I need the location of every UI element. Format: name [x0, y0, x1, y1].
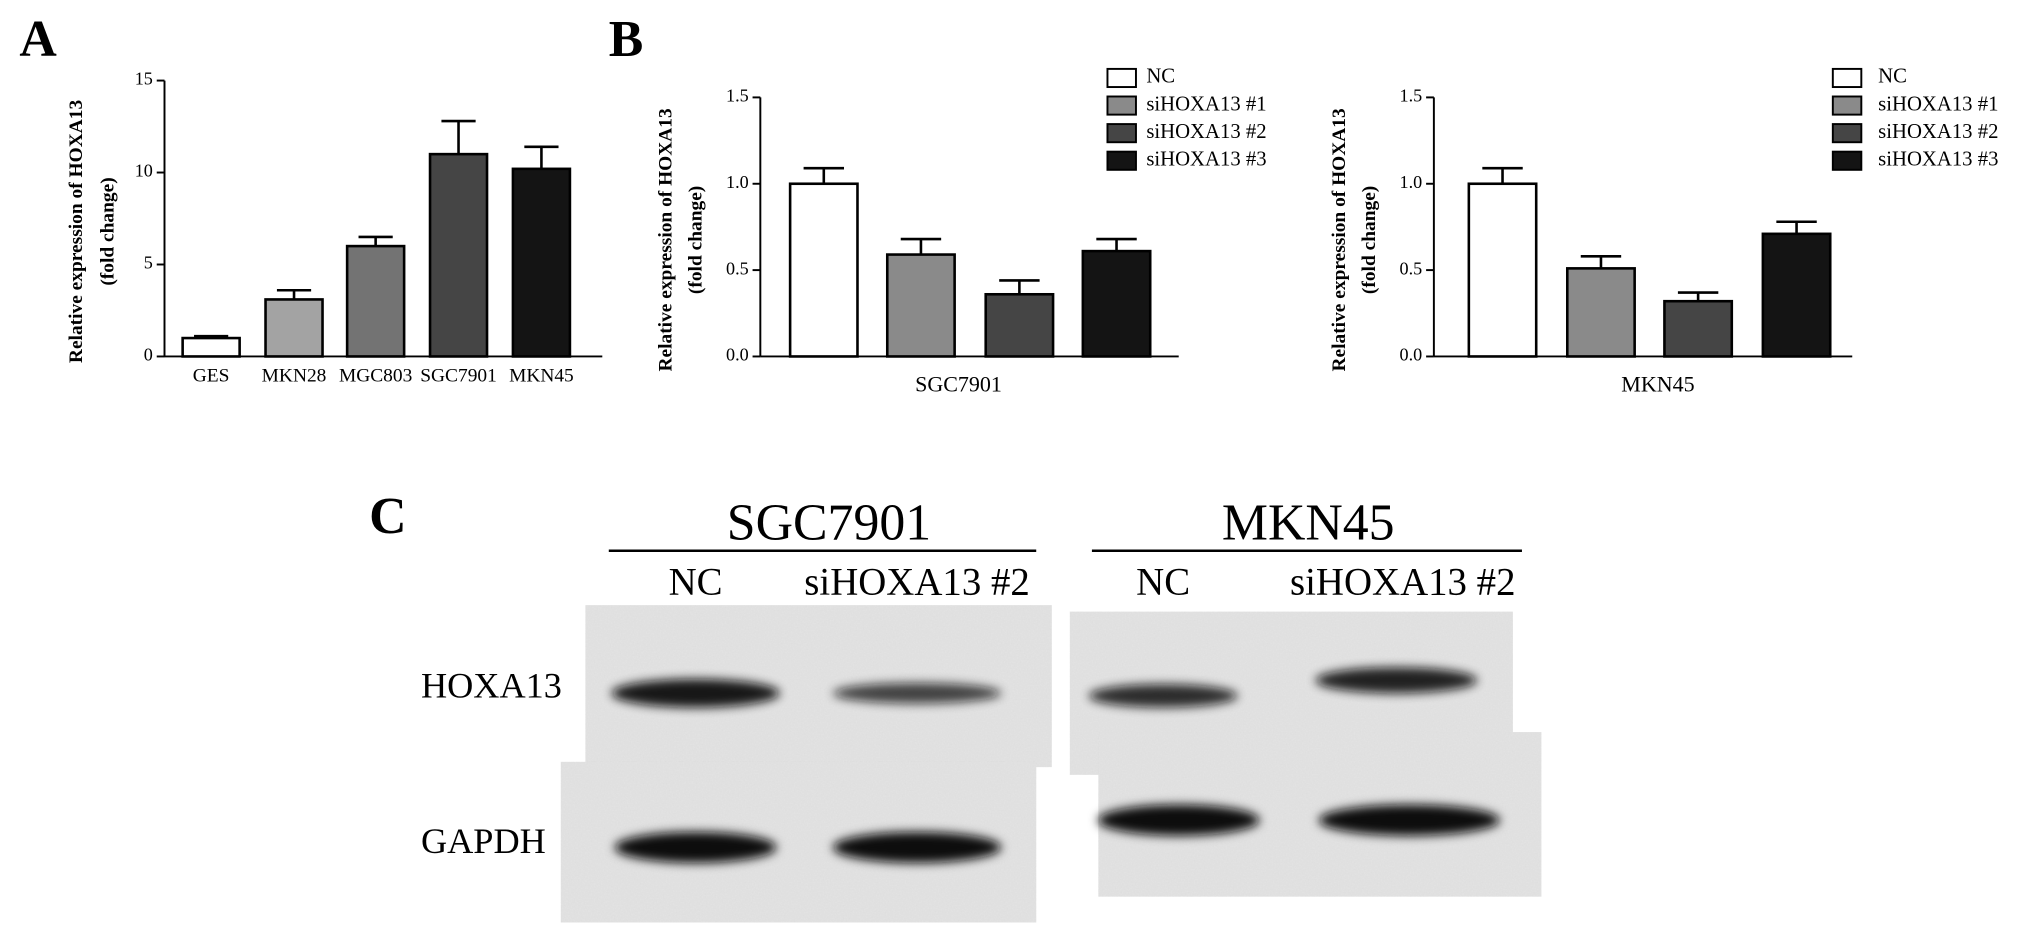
- row-label: GAPDH: [421, 821, 546, 861]
- panel-label: A: [19, 11, 57, 68]
- y-tick-label: 0.0: [1400, 345, 1423, 365]
- blot-membrane: [1097, 732, 1542, 897]
- lane-label: siHOXA13 #2: [1290, 561, 1516, 604]
- band: [1318, 804, 1500, 836]
- y-axis-label: Relative expression of HOXA13: [1329, 108, 1350, 372]
- x-axis-label: SGC7901: [915, 371, 1002, 396]
- x-axis-label: MKN45: [1621, 371, 1694, 396]
- legend-label: NC: [1878, 66, 1907, 88]
- error-bar: [194, 334, 229, 339]
- band: [832, 682, 1002, 704]
- error-bar: [1677, 291, 1719, 302]
- legend-swatch: [1106, 95, 1137, 116]
- x-tick-label: MGC803: [339, 366, 412, 387]
- y-tick-label: 0.5: [726, 258, 749, 278]
- lane-label: NC: [669, 561, 723, 604]
- x-tick-label: MKN28: [262, 366, 327, 387]
- bar: [788, 182, 859, 358]
- y-axis-label: Relative expression of HOXA13: [66, 100, 87, 364]
- error-bar: [524, 145, 559, 169]
- legend-swatch: [1831, 95, 1863, 116]
- y-axis-label: (fold change): [97, 177, 118, 285]
- band: [1097, 804, 1260, 836]
- y-tick-label: 10: [135, 161, 153, 181]
- y-tick-label: 1.0: [1400, 172, 1423, 192]
- legend-swatch: [1106, 123, 1137, 144]
- lane-label: siHOXA13 #2: [804, 561, 1030, 604]
- y-tick-label: 0: [144, 345, 153, 365]
- bar: [1663, 299, 1734, 358]
- panel-label: C: [369, 488, 406, 545]
- legend-label: siHOXA13 #3: [1146, 148, 1266, 170]
- group-label: MKN45: [1222, 494, 1395, 551]
- bar: [1081, 249, 1152, 358]
- y-axis-label: (fold change): [1359, 186, 1380, 294]
- y-tick-label: 1.0: [726, 172, 749, 192]
- x-tick-label: GES: [193, 366, 230, 387]
- y-axis-label: Relative expression of HOXA13: [656, 108, 677, 372]
- band: [832, 831, 1002, 863]
- legend-swatch: [1831, 150, 1863, 171]
- band: [611, 678, 780, 708]
- y-axis-label: (fold change): [685, 186, 706, 294]
- y-tick-label: 0.0: [726, 345, 749, 365]
- x-tick-label: MKN45: [509, 366, 574, 387]
- legend-label: NC: [1146, 66, 1175, 88]
- y-tick-label: 5: [144, 253, 153, 273]
- error-bar: [1580, 254, 1622, 269]
- legend-label: siHOXA13 #2: [1146, 121, 1266, 143]
- lane-label: NC: [1136, 561, 1190, 604]
- error-bar: [358, 235, 393, 247]
- error-bar: [803, 166, 845, 184]
- blot-membrane: [560, 761, 1037, 923]
- bar: [1761, 232, 1832, 358]
- error-bar: [900, 237, 942, 255]
- error-bar: [1482, 166, 1523, 184]
- legend-swatch: [1106, 67, 1137, 89]
- legend-label: siHOXA13 #1: [1146, 93, 1266, 115]
- blot-membrane: [585, 605, 1052, 768]
- bar: [885, 253, 956, 358]
- error-bar: [276, 288, 312, 300]
- x-tick-label: SGC7901: [420, 366, 497, 387]
- legend-label: siHOXA13 #3: [1878, 148, 1998, 170]
- legend-label: siHOXA13 #2: [1878, 121, 1998, 143]
- bar: [264, 298, 324, 358]
- y-tick-label: 1.5: [726, 86, 749, 106]
- bar: [511, 167, 572, 358]
- y-tick-label: 15: [135, 69, 153, 89]
- band: [1315, 667, 1478, 694]
- error-bar: [1096, 237, 1137, 252]
- bar: [428, 152, 489, 358]
- y-tick-label: 1.5: [1400, 86, 1423, 106]
- band: [614, 831, 777, 863]
- group-label: SGC7901: [727, 494, 931, 551]
- row-label: HOXA13: [421, 666, 562, 706]
- bar: [181, 336, 241, 358]
- legend-label: siHOXA13 #1: [1878, 93, 1998, 115]
- bar: [345, 244, 406, 358]
- legend-swatch: [1831, 67, 1863, 89]
- bar: [1467, 182, 1538, 358]
- band: [1088, 684, 1238, 708]
- bar: [1565, 267, 1636, 358]
- error-bar: [1776, 220, 1817, 234]
- error-bar: [441, 119, 476, 155]
- y-tick-label: 0.5: [1400, 258, 1423, 278]
- legend-swatch: [1831, 123, 1863, 144]
- panel-label: B: [609, 11, 644, 68]
- legend-swatch: [1106, 150, 1137, 171]
- error-bar: [999, 279, 1040, 295]
- bar: [984, 292, 1055, 358]
